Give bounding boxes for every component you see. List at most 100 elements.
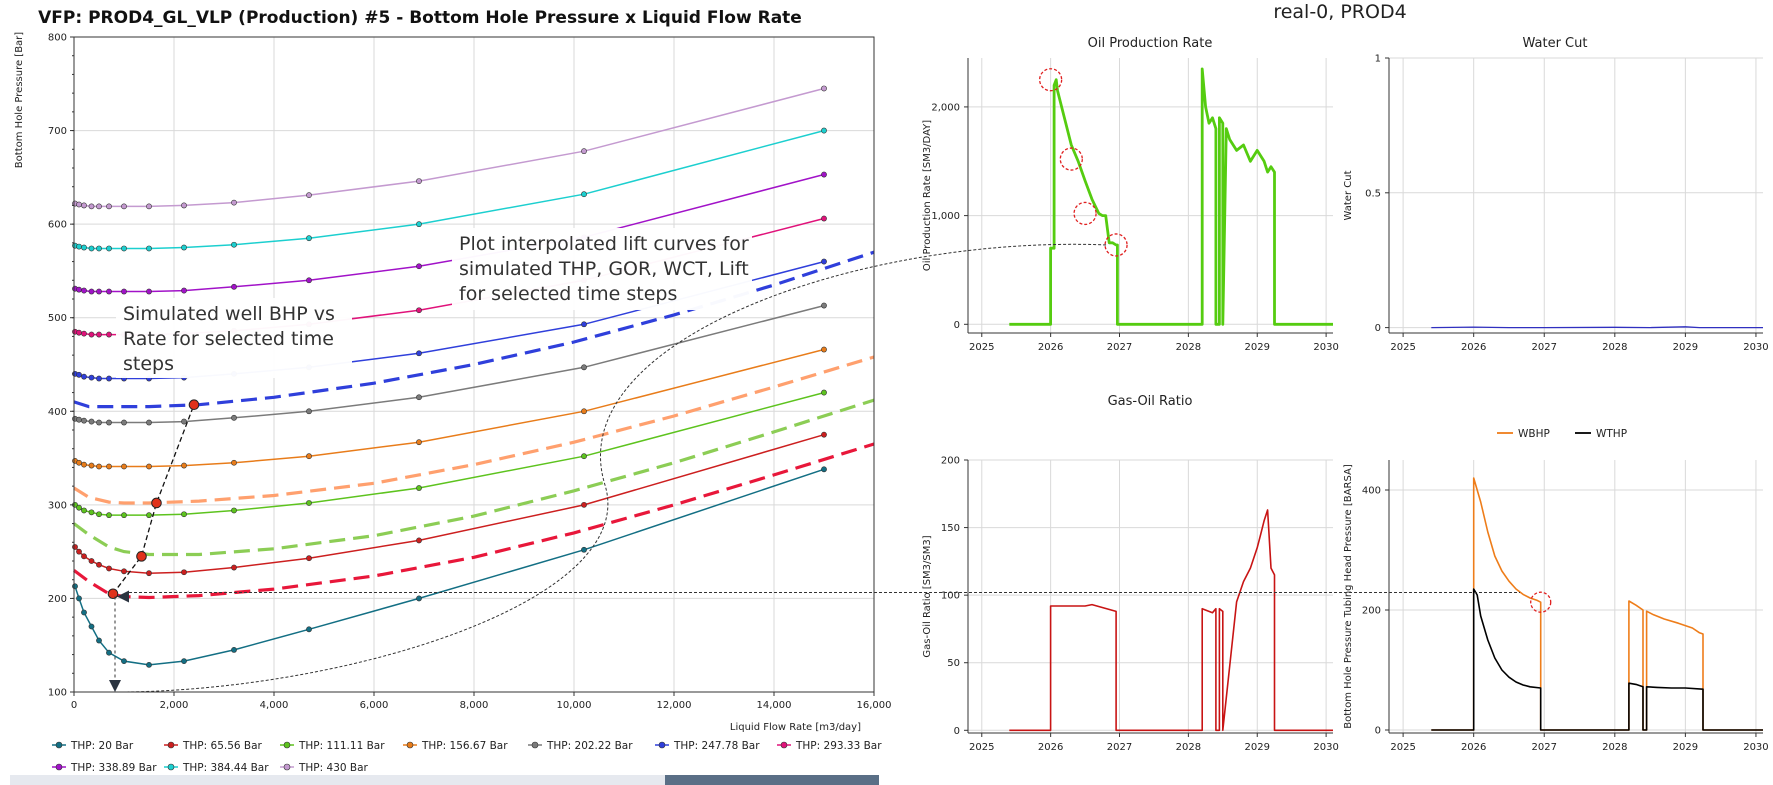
vfp-data-point <box>96 245 102 252</box>
vfp-xtick-label: 6,000 <box>360 700 389 711</box>
pressure-legend-label: WBHP <box>1518 428 1550 440</box>
vfp-data-point <box>106 419 112 426</box>
xtick-label: 2027 <box>1107 742 1132 753</box>
vfp-data-point <box>106 245 112 252</box>
vfp-data-point <box>88 245 95 252</box>
highlight-circle <box>1104 233 1128 257</box>
annotation-lift-line-3: for selected time steps <box>459 283 677 305</box>
vfp-data-point <box>416 595 422 602</box>
vfp-data-point <box>181 658 187 665</box>
vfp-data-point <box>821 431 827 438</box>
annotation-lift-line-1: Plot interpolated lift curves for <box>459 233 749 255</box>
vfp-interpolated-line <box>73 250 875 409</box>
vfp-data-point <box>72 583 78 590</box>
vfp-data-point <box>96 561 102 568</box>
vfp-data-point <box>81 373 87 380</box>
xtick-label: 2025 <box>969 742 994 753</box>
xtick-label: 2028 <box>1602 742 1627 753</box>
vfp-ytick-label: 400 <box>48 407 67 418</box>
vfp-data-point <box>181 244 187 251</box>
ytick-label: 50 <box>947 658 960 669</box>
xtick-label: 2027 <box>1107 342 1132 353</box>
ytick-label: 150 <box>941 523 960 534</box>
vfp-data-point <box>231 414 237 421</box>
vfp-data-point <box>231 507 237 514</box>
ytick-label: 0.5 <box>1365 188 1381 199</box>
vfp-data-point <box>88 203 95 210</box>
vfp-data-point <box>88 288 95 295</box>
ytick-label: 0 <box>1375 323 1381 334</box>
simulated-bhp-point <box>188 399 200 411</box>
vfp-data-point <box>88 374 95 381</box>
vfp-data-point <box>96 331 102 338</box>
vfp-data-point <box>96 637 102 644</box>
vfp-title: VFP: PROD4_GL_VLP (Production) #5 - Bott… <box>38 8 802 28</box>
vfp-data-point <box>231 283 237 290</box>
vfp-legend: THP: 20 Bar THP: 65.56 Bar THP: 111.11 Bar… <box>52 740 882 774</box>
vfp-data-point <box>581 546 587 553</box>
vfp-data-point <box>231 564 237 571</box>
legend-label: THP: 65.56 Bar <box>182 740 263 752</box>
ytick-label: 1 <box>1375 54 1381 65</box>
vfp-data-point <box>121 658 127 665</box>
series-line-wbhp <box>1431 477 1763 731</box>
vfp-data-point <box>581 453 587 460</box>
vfp-data-point <box>581 364 587 371</box>
xtick-label: 2029 <box>1673 742 1698 753</box>
vfp-xtick-label: 8,000 <box>460 700 489 711</box>
legend-swatch-marker <box>406 741 414 749</box>
vfp-data-point <box>96 511 102 518</box>
vfp-data-point <box>821 215 827 222</box>
panel-ylabel: Oil Production Rate [SM3/DAY] <box>922 120 933 271</box>
vfp-data-point <box>96 419 102 426</box>
xtick-label: 2026 <box>1461 342 1486 353</box>
vfp-data-point <box>81 287 87 294</box>
vfp-ytick-label: 600 <box>48 220 67 231</box>
legend-label: THP: 293.33 Bar <box>795 740 882 752</box>
vfp-data-point <box>146 570 152 577</box>
simulated-bhp-point <box>107 588 119 600</box>
vfp-data-point <box>96 288 102 295</box>
vfp-data-point <box>76 371 82 378</box>
vfp-data-point <box>146 661 152 668</box>
vfp-data-point <box>76 329 82 336</box>
vfp-data-point <box>416 221 422 228</box>
guide-arrow-down <box>109 680 121 692</box>
xtick-label: 2025 <box>969 342 994 353</box>
vfp-data-point <box>88 509 95 516</box>
vfp-data-point <box>121 245 127 252</box>
highlight-circle <box>1059 147 1083 171</box>
vfp-data-point <box>81 461 87 468</box>
simulated-bhp-point <box>151 497 162 509</box>
vfp-ytick-label: 300 <box>48 500 67 511</box>
vfp-data-point <box>146 512 152 519</box>
vfp-xtick-label: 4,000 <box>260 700 289 711</box>
ytick-label: 400 <box>1362 486 1381 497</box>
legend-label: THP: 156.67 Bar <box>421 740 508 752</box>
ytick-label: 100 <box>941 591 960 602</box>
vfp-data-point <box>106 288 112 295</box>
vfp-ytick-label: 500 <box>48 313 67 324</box>
vfp-series-group <box>72 85 827 668</box>
suptitle: real-0, PROD4 <box>1273 1 1406 23</box>
vfp-data-point <box>821 346 827 353</box>
vfp-data-point <box>821 302 827 309</box>
vfp-data-point <box>121 288 127 295</box>
annotation-bhp-vs-rate: Simulated well BHP vs Rate for selected … <box>123 303 341 375</box>
vfp-data-point <box>146 419 152 426</box>
vfp-data-point <box>96 463 102 470</box>
vfp-data-point <box>81 553 87 560</box>
vfp-data-point <box>416 307 422 314</box>
time-series-panels: 2025 2026 2027 2028 2029 2030 0 1,000 2,000 Oil P… <box>922 36 1769 753</box>
vfp-data-point <box>76 286 82 293</box>
annotation-lift-line-2: simulated THP, GOR, WCT, Lift <box>459 258 749 280</box>
vfp-data-point <box>821 127 827 134</box>
vfp-data-point <box>88 623 95 630</box>
vfp-xlabel: Liquid Flow Rate [m3/day] <box>730 722 861 733</box>
vfp-data-point <box>106 203 112 210</box>
vfp-ytick-label: 700 <box>48 126 67 137</box>
series-line-wthp <box>1431 588 1763 731</box>
vfp-interpolated-line <box>73 442 875 600</box>
vfp-data-point <box>306 192 312 199</box>
vfp-data-point <box>76 504 82 511</box>
